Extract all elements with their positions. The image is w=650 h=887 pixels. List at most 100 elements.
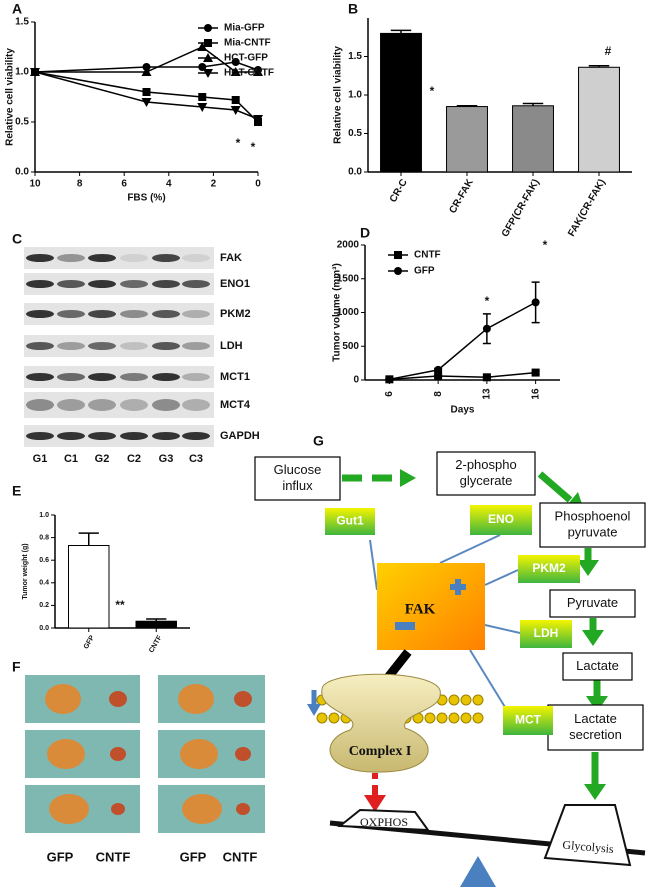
x-axis-label: FBS (%) [127, 193, 165, 204]
blot-band [26, 399, 54, 411]
x-tick-label: CR-C [388, 177, 410, 204]
marker [142, 88, 151, 96]
y-tick-label: 1.0 [39, 512, 49, 519]
photo-label: CNTF [96, 849, 131, 864]
tumor [111, 803, 125, 815]
marker [531, 298, 540, 307]
panel-label: G [313, 433, 324, 449]
marker [231, 58, 240, 66]
x-tick-label: FAK(CR-FAK) [566, 177, 608, 238]
legend-label: HCT-GFP [224, 53, 268, 64]
legend-label: HCT-CNTF [224, 68, 274, 79]
marker [203, 53, 213, 62]
arrow [537, 471, 573, 503]
weight [337, 808, 431, 832]
blot-band [57, 373, 85, 381]
blot-band [88, 310, 116, 318]
photo-label: GFP [180, 849, 207, 864]
lipid [472, 694, 484, 706]
marker [231, 96, 240, 104]
step-box [254, 456, 341, 501]
y-tick-label: 1.5 [348, 51, 362, 62]
y-tick-label: 1.0 [15, 67, 29, 78]
enzyme-box [520, 620, 572, 648]
bar [135, 620, 177, 629]
y-tick-label: 0.2 [39, 602, 49, 609]
x-tick-label: 8 [433, 391, 444, 397]
step-box [549, 589, 636, 618]
marker [141, 98, 152, 107]
y-axis-label: Tumor weight (g) [22, 543, 29, 599]
y-axis-label: Relative cell viability [333, 46, 344, 144]
blot-band [120, 310, 148, 318]
blot-band [152, 432, 180, 440]
arrow-head [582, 630, 604, 646]
enzyme-text: MCT [515, 713, 542, 727]
step-text: Lactate [576, 658, 619, 673]
blot-band [182, 342, 210, 350]
blot-band [57, 254, 85, 262]
blot-band [26, 254, 54, 262]
arrow-head [586, 696, 608, 712]
tumor [178, 684, 214, 714]
photo-label: CNTF [223, 849, 258, 864]
blot-strip [24, 273, 214, 295]
x-tick-label: GFP(CR-FAK) [500, 177, 542, 239]
minus [395, 622, 415, 630]
marker [394, 251, 402, 259]
x-tick-label: 4 [166, 179, 172, 190]
enzyme-box [325, 508, 375, 535]
photo-label: GFP [47, 849, 74, 864]
blot-strip [24, 303, 214, 325]
arrow-head [400, 469, 416, 487]
blot-band [26, 280, 54, 288]
marker [30, 68, 40, 77]
link [484, 569, 519, 586]
panel-label: B [348, 1, 358, 17]
blot-row-label: GAPDH [220, 430, 260, 442]
lipid [448, 694, 460, 706]
marker [230, 106, 241, 115]
step-text: Glucose [274, 462, 322, 477]
y-tick-label: 0.5 [15, 117, 29, 128]
marker [394, 267, 402, 275]
lipid [424, 712, 436, 724]
error-bar [78, 532, 99, 546]
y-tick-label: 0.0 [15, 167, 29, 178]
blot-band [182, 399, 210, 411]
blot-strip [24, 392, 214, 418]
blot-band [88, 373, 116, 381]
bar [68, 545, 110, 629]
step-text: pyruvate [568, 524, 618, 539]
legend-label: Mia-CNTF [224, 38, 271, 49]
tumor [109, 691, 127, 707]
tumor [236, 803, 250, 815]
x-tick-label: 16 [530, 388, 541, 400]
annotation: # [605, 44, 612, 58]
series-line [34, 71, 259, 123]
marker [482, 324, 491, 333]
blot-band [57, 310, 85, 318]
marker [198, 93, 207, 101]
marker [434, 365, 443, 374]
blot-band [26, 373, 54, 381]
enzyme-box [503, 706, 553, 735]
blot-band [26, 310, 54, 318]
x-tick-label: CNTF [148, 634, 164, 654]
x-tick-label: CR-FAK [447, 177, 476, 216]
enzyme-text: PKM2 [532, 561, 566, 575]
blot-band [120, 399, 148, 411]
blot-band [57, 432, 85, 440]
legend-label: Mia-GFP [224, 23, 265, 34]
lipid [328, 712, 340, 724]
blot-row-label: MCT1 [220, 371, 250, 383]
x-tick-label: 10 [29, 179, 41, 190]
step-text: secretion [569, 727, 622, 742]
enzyme-text: ENO [488, 512, 514, 526]
blot-band [120, 280, 148, 288]
blot-band [152, 310, 180, 318]
tumor [234, 691, 252, 707]
blot-strip [24, 247, 214, 269]
fak-box [377, 563, 485, 650]
blot-band [182, 310, 210, 318]
